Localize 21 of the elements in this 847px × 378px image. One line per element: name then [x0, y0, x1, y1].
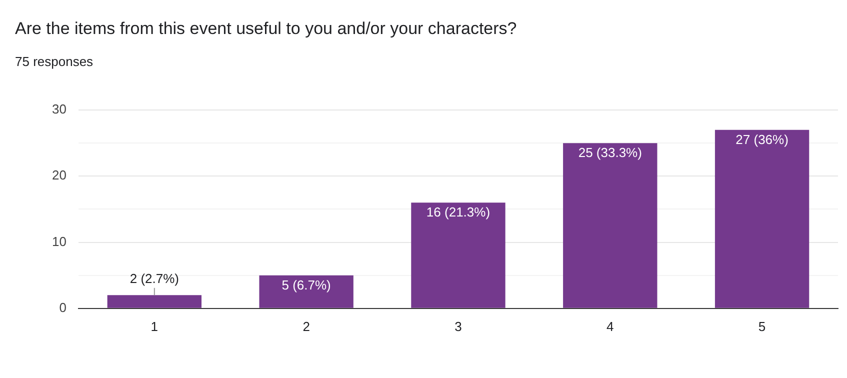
chart-subtitle: 75 responses: [15, 54, 94, 69]
bar: [714, 130, 810, 308]
x-tick-label: 3: [454, 318, 462, 334]
bar: [259, 275, 354, 308]
chart-title: Are the items from this event useful to you and/or your characters?: [15, 19, 517, 39]
data-label: 16 (21.3%): [426, 204, 490, 220]
data-label: 2 (2.7%): [130, 270, 179, 286]
data-label: 25 (33.3%): [578, 145, 642, 160]
x-tick-label: 5: [758, 318, 766, 334]
y-tick-label: 0: [59, 300, 66, 315]
x-tick-label: 1: [150, 318, 158, 334]
bar: [107, 295, 202, 308]
y-tick-label: 10: [52, 234, 66, 249]
y-tick-label: 30: [52, 102, 66, 117]
bar: [411, 202, 506, 308]
y-tick-label: 20: [52, 168, 66, 183]
data-label: 5 (6.7%): [282, 277, 331, 292]
x-tick-label: 2: [302, 318, 310, 334]
data-label: 27 (36%): [736, 132, 788, 147]
bar: [563, 143, 658, 308]
x-tick-label: 4: [606, 318, 614, 334]
